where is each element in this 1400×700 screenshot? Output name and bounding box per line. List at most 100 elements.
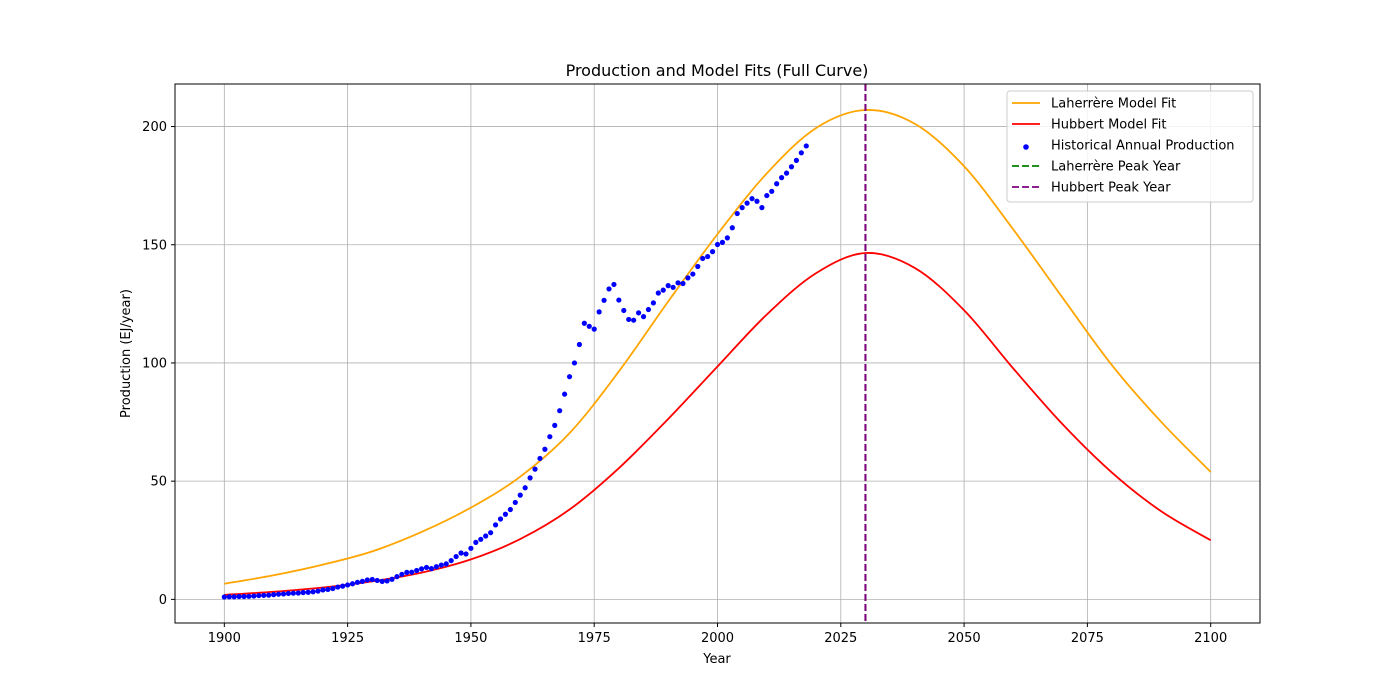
- historical-data-point: [428, 566, 435, 572]
- historical-data-point: [734, 210, 740, 217]
- historical-data-point: [793, 157, 800, 163]
- historical-data-point: [739, 205, 745, 211]
- historical-data-point: [774, 181, 780, 187]
- historical-data-point: [798, 150, 804, 156]
- y-tick-label: 0: [159, 593, 167, 608]
- historical-data-point: [241, 593, 247, 600]
- historical-data-point: [468, 545, 474, 551]
- y-tick-label: 50: [150, 475, 167, 490]
- historical-data-point: [409, 569, 415, 575]
- historical-data-point: [325, 586, 331, 593]
- historical-data-point: [423, 564, 430, 571]
- historical-data-point: [399, 571, 405, 577]
- historical-data-point: [719, 239, 726, 245]
- historical-data-point: [596, 309, 602, 315]
- x-tick-label: 2100: [1194, 631, 1227, 646]
- x-tick-label: 2075: [1071, 631, 1104, 646]
- historical-data-point: [512, 499, 518, 506]
- historical-data-point: [488, 530, 494, 536]
- x-tick-label: 1925: [331, 631, 364, 646]
- historical-data-point: [690, 271, 696, 277]
- historical-data-point: [448, 557, 454, 564]
- historical-data-point: [581, 320, 587, 326]
- axis-ticks: 1900 1925 1950 1975 2000 2025 2050 2075 2100 0 50 1…: [142, 120, 1227, 646]
- historical-data-point: [305, 589, 311, 595]
- historical-data-point: [290, 590, 296, 596]
- historical-data-point: [438, 562, 444, 568]
- historical-data-point: [626, 316, 632, 323]
- historical-data-point: [221, 594, 227, 600]
- historical-data-point: [340, 583, 346, 589]
- historical-data-point: [576, 341, 583, 348]
- laherrere-model-fit-line: [224, 109, 1212, 585]
- legend: Laherrère Model Fit Hubbert Model Fit Hist…: [1006, 90, 1254, 203]
- historical-data-point: [266, 592, 272, 598]
- x-axis-title: Year: [702, 652, 731, 667]
- historical-data-point: [522, 485, 528, 491]
- historical-data-point: [621, 307, 627, 314]
- historical-data-point: [384, 578, 390, 584]
- historical-data-point: [744, 200, 750, 206]
- historical-data-point: [591, 326, 597, 332]
- historical-data-point: [547, 434, 553, 440]
- historical-data-point: [453, 553, 459, 560]
- x-tick-label: 2050: [948, 631, 981, 646]
- historical-data-point: [779, 175, 785, 181]
- historical-data-point: [458, 550, 464, 556]
- historical-data-point: [685, 275, 691, 281]
- historical-data-point: [764, 192, 770, 199]
- historical-data-point: [369, 576, 375, 583]
- x-tick-label: 1975: [578, 631, 611, 646]
- legend-swatch-historical-annual-production: [1023, 144, 1029, 150]
- historical-data-point: [709, 249, 716, 255]
- historical-data-point: [606, 286, 612, 292]
- historical-data-point: [359, 578, 366, 584]
- historical-data-point: [271, 592, 277, 598]
- historical-data-point: [749, 196, 755, 202]
- historical-data-point: [640, 314, 647, 320]
- historical-data-point: [788, 164, 795, 170]
- historical-data-point: [473, 539, 479, 545]
- legend-label-historical-annual-production: Historical Annual Production: [1051, 139, 1235, 154]
- historical-data-point: [571, 360, 578, 366]
- historical-data-point: [349, 581, 356, 587]
- legend-box: [1006, 90, 1254, 203]
- historical-data-point: [389, 576, 395, 582]
- historical-data-point: [300, 589, 306, 596]
- y-axis-title: Production (EJ/year): [119, 289, 134, 418]
- historical-data-point: [315, 588, 321, 594]
- historical-data-point: [330, 585, 336, 592]
- historical-data-point: [635, 310, 642, 316]
- historical-data-point: [655, 290, 661, 296]
- historical-data-point: [611, 281, 617, 288]
- x-tick-label: 1900: [208, 631, 241, 646]
- historical-data-point: [552, 422, 558, 428]
- historical-data-point: [335, 584, 341, 590]
- historical-data-point: [562, 391, 568, 397]
- historical-data-point: [754, 198, 760, 204]
- historical-data-point: [542, 446, 548, 452]
- historical-data-point: [660, 287, 666, 293]
- legend-label-hubbert-peak-year: Hubbert Peak Year: [1051, 181, 1171, 196]
- y-tick-label: 100: [142, 356, 167, 371]
- historical-data-point: [492, 522, 499, 528]
- historical-data-point: [246, 593, 252, 599]
- historical-data-point: [226, 594, 232, 600]
- historical-data-point: [404, 569, 410, 576]
- historical-data-point: [601, 297, 607, 303]
- historical-data-point: [517, 492, 523, 498]
- historical-data-point: [631, 317, 637, 323]
- legend-label-laherrere-model-fit: Laherrère Model Fit: [1051, 97, 1176, 112]
- historical-data-point: [616, 297, 622, 303]
- historical-data-point: [478, 536, 484, 542]
- historical-data-point: [418, 566, 425, 572]
- historical-data-point: [231, 594, 237, 600]
- x-tick-label: 2025: [824, 631, 857, 646]
- historical-data-point: [724, 235, 730, 241]
- historical-data-point: [695, 263, 701, 270]
- historical-data-point: [783, 170, 790, 176]
- historical-data-point: [650, 300, 656, 306]
- historical-data-point: [527, 475, 533, 481]
- historical-data-point: [507, 506, 513, 513]
- historical-data-point: [483, 533, 489, 539]
